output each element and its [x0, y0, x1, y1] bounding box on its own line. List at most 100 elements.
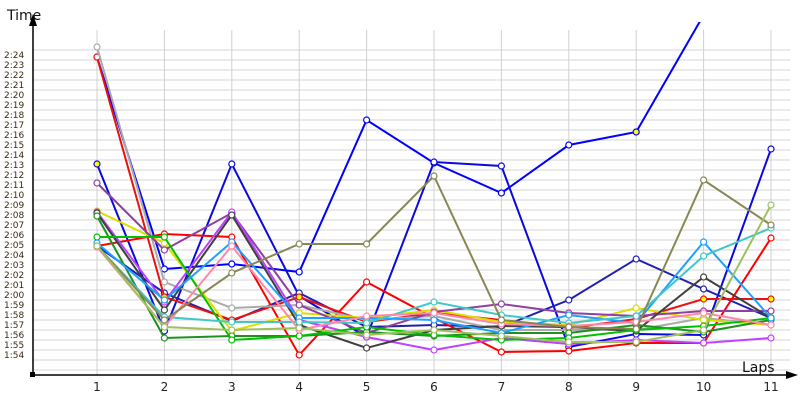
data-point: [497, 316, 505, 324]
data-point: [565, 347, 573, 355]
y-tick-label: 2:15: [4, 141, 24, 151]
y-tick-label: 2:23: [4, 61, 24, 71]
x-tick-label: 1: [93, 380, 101, 394]
data-point: [160, 233, 168, 241]
data-point: [160, 316, 168, 324]
data-point: [160, 306, 168, 314]
y-tick-label: 2:06: [4, 231, 24, 241]
data-point: [93, 160, 101, 168]
data-point: [228, 304, 236, 312]
data-point: [701, 12, 707, 18]
data-point: [430, 298, 438, 306]
data-point: [767, 221, 775, 229]
data-point: [699, 326, 708, 334]
data-point: [363, 116, 371, 124]
data-point: [363, 319, 371, 327]
y-tick-label: 2:14: [4, 151, 24, 161]
data-point: [363, 344, 371, 352]
y-tick-label: 1:54: [4, 351, 24, 361]
origin-marker: [30, 372, 35, 377]
data-point: [767, 145, 775, 153]
data-point: [565, 141, 573, 149]
data-point: [497, 332, 505, 340]
data-point: [93, 179, 101, 187]
data-point: [497, 348, 505, 356]
data-point: [160, 278, 168, 286]
data-point: [160, 296, 168, 304]
y-tick-label: 2:16: [4, 131, 24, 141]
y-tick-label: 1:58: [4, 311, 24, 321]
y-tick-label: 2:20: [4, 91, 24, 101]
x-tick-label: 10: [696, 380, 711, 394]
data-point: [767, 295, 775, 303]
data-point: [93, 43, 101, 51]
data-point: [632, 128, 640, 136]
data-point: [565, 323, 573, 331]
data-point: [497, 162, 505, 170]
x-axis-arrow-icon: [786, 371, 798, 379]
data-point: [430, 172, 438, 180]
data-point: [699, 309, 708, 317]
series-line: [96, 22, 701, 274]
data-point: [632, 304, 640, 312]
y-tick-label: 2:13: [4, 161, 24, 171]
data-point: [363, 312, 371, 320]
data-point: [767, 234, 775, 242]
data-point: [632, 325, 640, 333]
data-point: [228, 242, 236, 250]
y-tick-label: 2:04: [4, 251, 24, 261]
data-point: [699, 295, 708, 303]
data-point: [430, 326, 438, 334]
data-point: [767, 201, 775, 209]
data-point: [767, 307, 775, 315]
x-tick-label: 9: [632, 380, 640, 394]
x-tick-label: 7: [498, 380, 506, 394]
data-point: [699, 273, 708, 281]
data-point: [93, 212, 101, 220]
y-axis-arrow-icon: [29, 14, 37, 26]
y-axis-title: Time: [6, 8, 41, 24]
y-tick-labels: 1:541:551:561:571:581:592:002:012:022:03…: [4, 51, 24, 361]
data-point: [699, 176, 708, 184]
data-point: [295, 268, 303, 276]
x-tick-labels: 1 2 3 4 5 6 7 8 9 10 11: [93, 380, 778, 394]
data-point: [767, 334, 775, 342]
y-tick-label: 1:55: [4, 341, 24, 351]
y-tick-label: 2:05: [4, 241, 24, 251]
y-tick-label: 2:00: [4, 291, 24, 301]
y-tick-label: 2:24: [4, 51, 24, 61]
y-tick-label: 1:57: [4, 321, 24, 331]
data-point: [767, 314, 775, 322]
data-point: [228, 326, 236, 334]
data-point: [497, 300, 505, 308]
data-point: [565, 338, 573, 346]
y-tick-label: 2:03: [4, 261, 24, 271]
y-tick-label: 2:10: [4, 191, 24, 201]
y-tick-label: 2:09: [4, 201, 24, 211]
y-tick-label: 2:21: [4, 81, 24, 91]
data-point: [228, 260, 236, 268]
y-tick-label: 2:17: [4, 121, 24, 131]
data-point: [295, 240, 303, 248]
data-point: [295, 318, 303, 326]
series-16: [93, 172, 775, 333]
data-point: [295, 301, 303, 309]
data-point: [699, 339, 708, 347]
data-point: [699, 316, 708, 324]
data-point: [363, 240, 371, 248]
y-tick-label: 2:07: [4, 221, 24, 231]
data-point: [295, 324, 303, 332]
y-tick-label: 1:59: [4, 301, 24, 311]
data-point: [93, 233, 101, 241]
data-point: [160, 323, 168, 331]
data-point: [430, 346, 438, 354]
y-tick-label: 2:19: [4, 101, 24, 111]
data-point: [430, 316, 438, 324]
y-tick-label: 2:01: [4, 281, 24, 291]
y-tick-label: 2:18: [4, 111, 24, 121]
data-point: [295, 351, 303, 359]
x-axis-title: Laps: [742, 360, 775, 376]
x-tick-label: 4: [295, 380, 303, 394]
